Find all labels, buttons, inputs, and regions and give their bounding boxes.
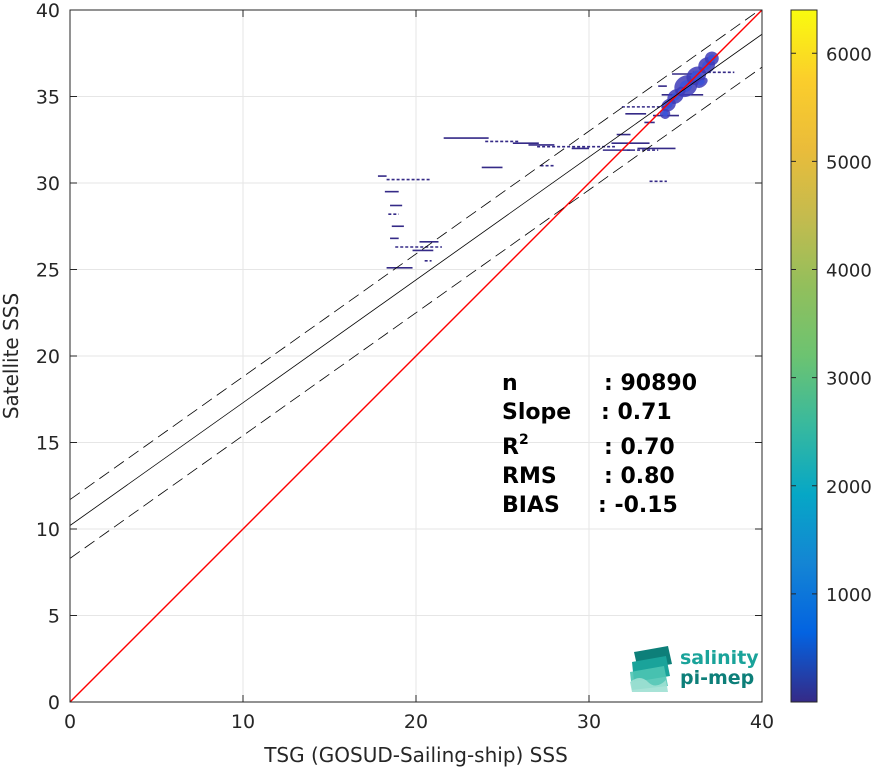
colorbar-ticks: 1000 2000 3000 4000 5000 6000 bbox=[791, 44, 872, 606]
axis-ticks bbox=[69, 9, 763, 703]
logo-line-1: salinity bbox=[680, 647, 759, 669]
stat-label-superscript: 2 bbox=[519, 432, 529, 448]
y-axis-label: Satellite SSS bbox=[0, 293, 23, 419]
x-axis-label: TSG (GOSUD-Sailing-ship) SSS bbox=[263, 743, 568, 767]
x-tick-labels: 0 10 20 30 40 bbox=[64, 711, 774, 733]
y-tick-label: 30 bbox=[36, 173, 60, 195]
colorbar-tick-label: 3000 bbox=[826, 369, 872, 390]
stat-label: BIAS bbox=[502, 493, 560, 518]
density-core-bin-peak bbox=[662, 110, 668, 117]
statistics-box: n : 90890 Slope : 0.71 R 2 : 0.70 RMS : 0.80 BIAS… bbox=[502, 371, 697, 518]
y-tick-label: 25 bbox=[36, 260, 60, 282]
y-tick-label: 40 bbox=[36, 0, 60, 22]
x-tick-label: 30 bbox=[577, 711, 601, 733]
logo-line-2: pi-mep bbox=[680, 667, 754, 689]
density-core-bin-peak bbox=[708, 54, 716, 63]
stat-label: R bbox=[502, 435, 519, 460]
colorbar-tick-label: 6000 bbox=[826, 44, 872, 65]
x-tick-label: 20 bbox=[404, 711, 428, 733]
density-core-bin-peak bbox=[664, 101, 673, 109]
fit-lower-line bbox=[70, 66, 762, 559]
fit-upper-line bbox=[70, 10, 761, 500]
y-tick-label: 10 bbox=[36, 519, 60, 541]
fit-line bbox=[70, 33, 762, 526]
x-tick-label: 40 bbox=[750, 711, 774, 733]
x-tick-label: 0 bbox=[64, 711, 76, 733]
colorbar-gradient bbox=[790, 9, 818, 703]
y-tick-label: 15 bbox=[36, 433, 60, 455]
wave-logo-icon bbox=[630, 646, 672, 692]
y-tick-label: 0 bbox=[48, 692, 60, 714]
stat-label: n bbox=[502, 371, 518, 396]
stat-value: : 0.71 bbox=[601, 400, 672, 425]
stat-label: RMS bbox=[502, 464, 557, 489]
colorbar-tick-label: 4000 bbox=[826, 261, 872, 282]
colorbar-tick-label: 5000 bbox=[826, 152, 872, 173]
stat-value: : -0.15 bbox=[598, 493, 678, 518]
regression-lines bbox=[70, 10, 762, 702]
stat-value: : 0.70 bbox=[604, 435, 675, 460]
y-tick-label: 35 bbox=[36, 87, 60, 109]
colorbar-tick-label: 1000 bbox=[826, 585, 872, 606]
y-tick-labels: 0 5 10 15 20 25 30 35 40 bbox=[36, 0, 60, 714]
colorbar: 1000 2000 3000 4000 5000 6000 bbox=[790, 9, 872, 703]
identity-line bbox=[70, 10, 762, 702]
y-tick-label: 5 bbox=[48, 606, 60, 628]
salinity-pi-mep-logo: salinity pi-mep bbox=[630, 646, 759, 692]
stat-label: Slope bbox=[502, 400, 571, 425]
y-tick-label: 20 bbox=[36, 346, 60, 368]
x-tick-label: 10 bbox=[231, 711, 255, 733]
colorbar-tick-label: 2000 bbox=[826, 477, 872, 498]
stat-value: : 90890 bbox=[604, 371, 697, 396]
density-core-bin-peak bbox=[698, 79, 705, 86]
stat-value: : 0.80 bbox=[604, 464, 675, 489]
